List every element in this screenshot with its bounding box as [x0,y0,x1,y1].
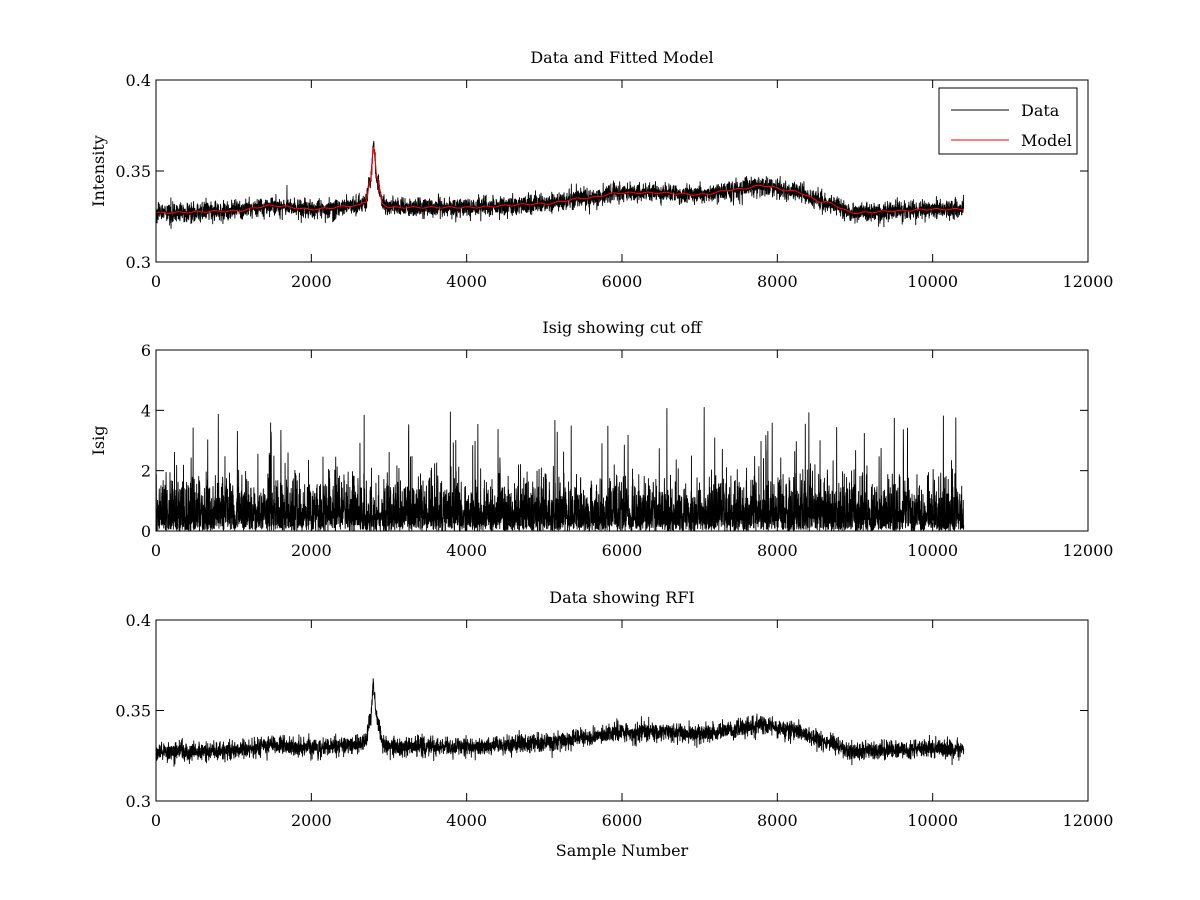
x-tick-label: 0 [151,272,161,291]
y-tick-label: 0.3 [126,792,151,811]
x-tick-label: 6000 [602,811,643,830]
y-tick-label: 0.35 [115,702,151,721]
y-axis-label: Isig [89,426,108,456]
y-tick-label: 0.35 [115,162,151,181]
series-line-isig [155,407,965,532]
chart-title: Data showing RFI [549,588,694,607]
y-tick-label: 4 [141,401,151,420]
x-tick-label: 8000 [757,272,798,291]
chart-panel-2: 0 2000 4000 6000 8000 10000 12000 0 2 4 6 Isig show… [89,318,1113,560]
x-tick-label: 12000 [1063,272,1114,291]
x-tick-label: 0 [151,541,161,560]
x-tick-label: 8000 [757,811,798,830]
x-tick-label: 0 [151,811,161,830]
x-tick-label: 2000 [291,541,332,560]
y-tick-label: 0.3 [126,253,151,272]
x-tick-label: 12000 [1063,541,1114,560]
chart-title: Data and Fitted Model [530,48,713,67]
x-tick-label: 6000 [602,272,643,291]
y-axis-label: Intensity [89,135,108,207]
legend-label-model: Model [1021,131,1072,150]
legend-label-data: Data [1021,101,1060,120]
x-tick-label: 10000 [907,272,958,291]
chart-panel-1: 0 2000 4000 6000 8000 10000 12000 0.3 0.35 0.4 Dat… [89,48,1113,291]
legend-box [938,87,1078,155]
chart-title: Isig showing cut off [542,318,703,337]
y-tick-label: 0.4 [126,611,151,630]
y-tick-label: 6 [141,341,151,360]
series-line-model [155,146,965,215]
chart-panel-3: 0 2000 4000 6000 8000 10000 12000 0.3 0.35 0.4 Dat… [115,588,1113,860]
x-tick-label: 8000 [757,541,798,560]
x-tick-label: 4000 [446,272,487,291]
x-tick-label: 2000 [291,811,332,830]
series-line-data [155,678,965,767]
y-tick-label: 2 [141,462,151,481]
x-tick-label: 6000 [602,541,643,560]
y-tick-label: 0.4 [126,71,151,90]
x-tick-label: 4000 [446,541,487,560]
x-tick-label: 10000 [907,811,958,830]
legend: Data Model [938,87,1078,155]
x-tick-label: 4000 [446,811,487,830]
y-tick-label: 0 [141,522,151,541]
x-tick-label: 10000 [907,541,958,560]
x-tick-label: 12000 [1063,811,1114,830]
x-tick-label: 2000 [291,272,332,291]
series-line-data [155,140,965,229]
x-axis-label: Sample Number [556,841,689,860]
